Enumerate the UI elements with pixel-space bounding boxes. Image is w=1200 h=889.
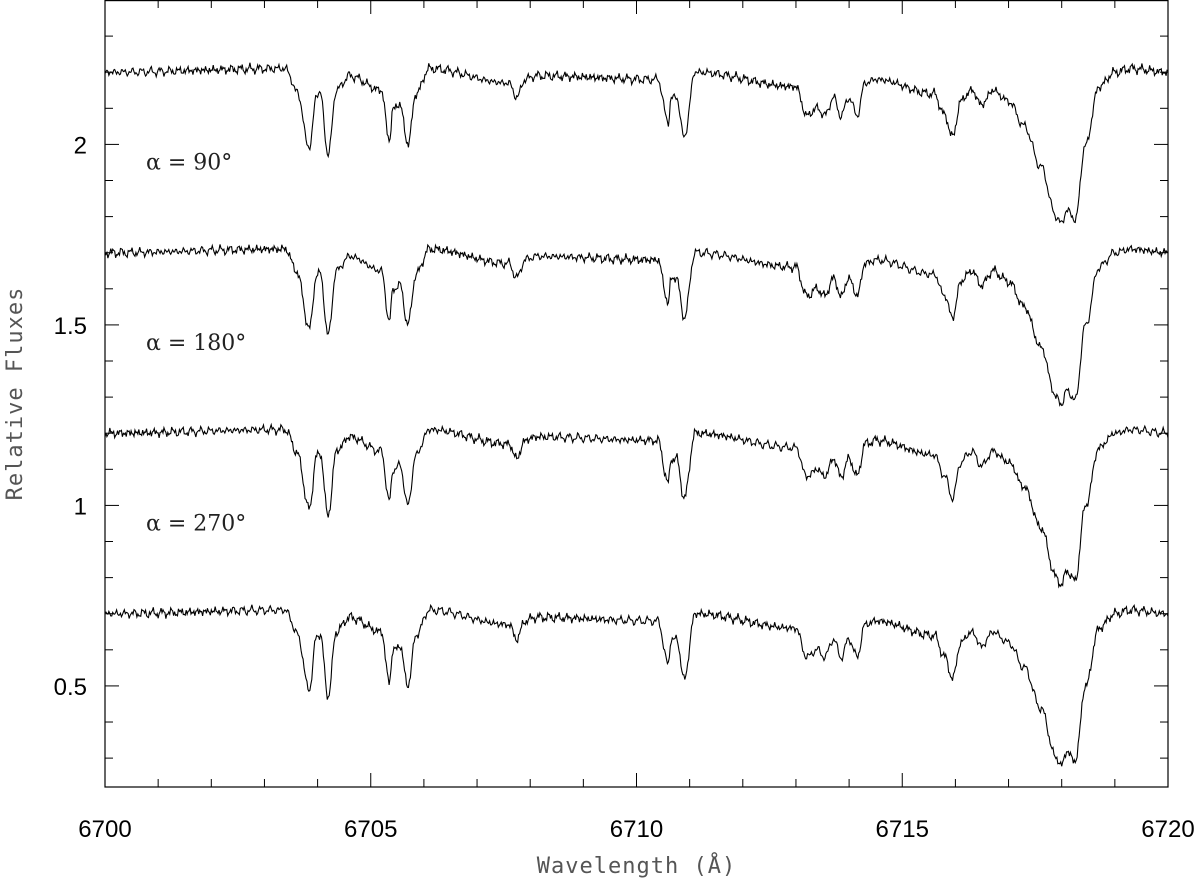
x-tick-label: 6710 bbox=[610, 816, 663, 843]
series-line-3 bbox=[104, 603, 1169, 767]
tick-layer bbox=[104, 0, 1169, 787]
y-tick-label: 1.5 bbox=[54, 313, 87, 340]
series-line-2 bbox=[104, 422, 1169, 589]
y-tick-label: 0.5 bbox=[54, 674, 87, 701]
series-line-0 bbox=[104, 62, 1169, 224]
series-line-1 bbox=[104, 243, 1169, 407]
series-label-1: α = 90° bbox=[146, 150, 232, 175]
x-tick-label: 6705 bbox=[344, 816, 397, 843]
y-tick-label: 2 bbox=[74, 132, 87, 159]
x-axis-title: Wavelength (Å) bbox=[537, 852, 736, 879]
x-tick-label: 6720 bbox=[1141, 816, 1194, 843]
x-tick-label: 6715 bbox=[876, 816, 929, 843]
y-tick-label: 1 bbox=[74, 493, 87, 520]
x-tick-label: 6700 bbox=[78, 816, 131, 843]
series-label-3: α = 270° bbox=[146, 511, 246, 536]
series-label-2: α = 180° bbox=[146, 331, 246, 356]
plot-frame bbox=[104, 0, 1169, 788]
series-layer bbox=[104, 62, 1169, 767]
y-axis-title: Relative Fluxes bbox=[3, 287, 28, 501]
